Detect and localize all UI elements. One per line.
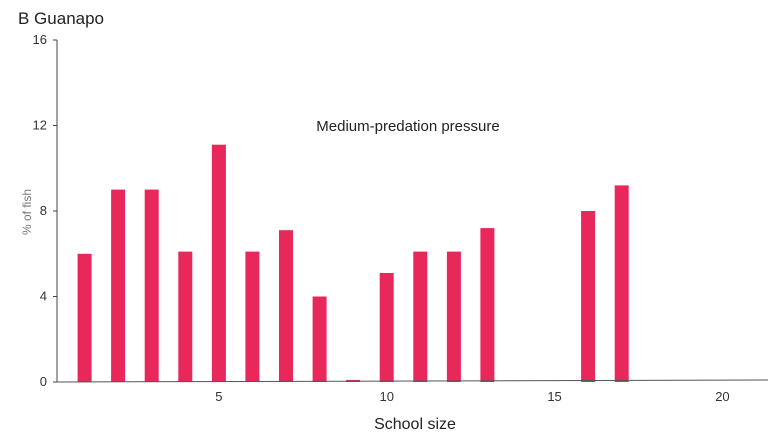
bar-school-size-3: [144, 189, 159, 382]
bar-school-size-1: [77, 253, 92, 383]
x-tick-label-5: 5: [215, 389, 222, 404]
chart-title: B Guanapo: [18, 9, 104, 28]
y-tick-label-4: 4: [40, 289, 47, 304]
bar-school-size-7: [279, 230, 293, 382]
bar-school-size-12: [446, 251, 461, 382]
x-axis-label: School size: [374, 416, 456, 433]
bar-school-size-17: [614, 185, 629, 382]
x-ticks-group: 5 10 15 20: [215, 389, 729, 404]
x-tick-label-15: 15: [547, 389, 561, 404]
y-tick-label-8: 8: [40, 203, 47, 218]
x-axis-line: [56, 379, 769, 383]
y-axis-label: % of fish: [20, 189, 34, 235]
bar-school-size-2: [111, 189, 126, 382]
y-ticks-group: 0 4 8 12 16: [33, 32, 57, 389]
bars-group: [77, 144, 629, 383]
bar-school-size-16: [581, 211, 596, 382]
x-tick-label-20: 20: [715, 389, 729, 404]
x-tick-label-10: 10: [379, 389, 393, 404]
bar-school-size-4: [178, 251, 193, 382]
y-tick-label-12: 12: [33, 118, 47, 133]
bar-school-size-11: [413, 251, 428, 382]
bar-school-size-10: [379, 273, 394, 382]
bar-school-size-5: [211, 144, 226, 382]
y-tick-label-16: 16: [33, 32, 47, 47]
bar-school-size-13: [480, 228, 495, 382]
y-tick-label-0: 0: [40, 374, 47, 389]
bar-school-size-8: [312, 296, 327, 382]
bar-school-size-6: [245, 251, 260, 382]
chart-annotation: Medium-predation pressure: [316, 118, 499, 135]
